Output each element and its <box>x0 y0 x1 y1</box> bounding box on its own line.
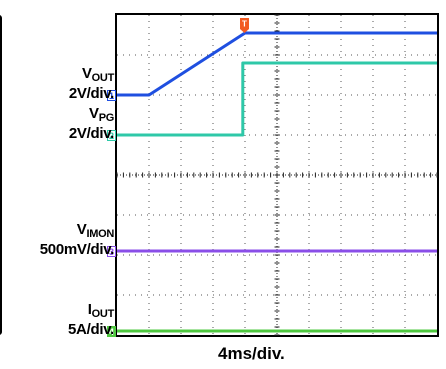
channel-marker-3: 3 <box>107 245 116 257</box>
traces <box>117 31 437 333</box>
series-symbol: I <box>87 301 92 318</box>
channel-marker-2: 2 <box>107 129 116 141</box>
series-symbol: V <box>76 221 87 238</box>
series-label-ch4: IOUT 5A/div. <box>68 302 114 337</box>
series-symbol: V <box>81 65 92 82</box>
channel-marker-4: 4 <box>107 325 116 337</box>
trigger-marker-letter: T <box>242 20 247 29</box>
neighbor-frame-edge <box>0 15 2 335</box>
trigger-marker: T <box>240 18 249 33</box>
series-subscript: OUT <box>91 72 115 84</box>
series-scale: 2V/div. <box>68 125 114 142</box>
x-axis-label: 4ms/div. <box>218 344 285 363</box>
series-line-ch1 <box>117 31 437 97</box>
series-scale: 2V/div. <box>68 85 114 102</box>
series-scale: 5A/div. <box>68 321 114 338</box>
trigger-marker-shape <box>240 18 249 33</box>
series-subscript: OUT <box>91 308 115 320</box>
series-scale: 500mV/div. <box>39 241 115 258</box>
series-label-ch1: VOUT 2V/div. <box>69 66 114 101</box>
series-label-ch2: VPG 2V/div. <box>69 106 114 141</box>
series-subscript: PG <box>98 112 115 124</box>
series-line-ch2 <box>117 61 437 137</box>
series-label-ch3: VIMON 500mV/div. <box>39 221 115 258</box>
grid <box>116 14 438 336</box>
series-symbol: V <box>88 105 99 122</box>
channel-marker-1: 1 <box>107 89 116 101</box>
series-subscript: IMON <box>86 228 114 240</box>
